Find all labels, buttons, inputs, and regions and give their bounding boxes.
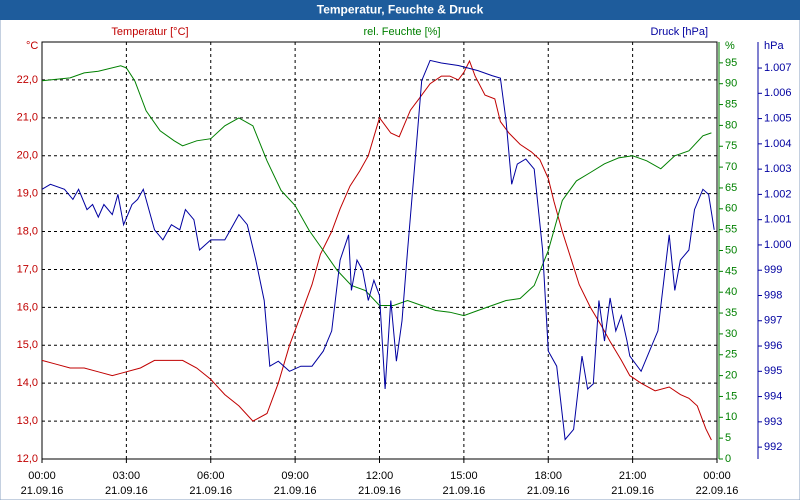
x-tick-label: 15:00 xyxy=(450,470,478,482)
y-tick-label: 13,0 xyxy=(17,415,38,427)
y2-tick-label: 60 xyxy=(725,203,737,215)
y-tick-label: 15,0 xyxy=(17,339,38,351)
y-tick-label: 16,0 xyxy=(17,301,38,313)
y2-tick-label: 75 xyxy=(725,140,737,152)
y3-tick-label: 999 xyxy=(764,264,782,276)
y3-tick-label: 993 xyxy=(764,416,782,428)
y-tick-label: 20,0 xyxy=(17,150,38,162)
y-tick-label: 18,0 xyxy=(17,225,38,237)
x-tick-label: 18:00 xyxy=(534,470,562,482)
y2-tick-label: 95 xyxy=(725,57,737,69)
y3-tick-label: 1.002 xyxy=(764,188,792,200)
y-tick-label: 12,0 xyxy=(17,453,38,465)
y3-axis-unit: hPa xyxy=(764,40,784,52)
y3-tick-label: 1.000 xyxy=(764,239,792,251)
y-axis-unit: °C xyxy=(26,40,38,52)
y2-axis-unit: % xyxy=(725,40,735,52)
x-tick-date: 21.09.16 xyxy=(442,485,485,497)
y2-tick-label: 55 xyxy=(725,224,737,236)
x-tick-date: 21.09.16 xyxy=(189,485,232,497)
y3-tick-label: 1.007 xyxy=(764,62,792,74)
y-tick-label: 19,0 xyxy=(17,188,38,200)
y2-tick-label: 90 xyxy=(725,78,737,90)
y2-tick-label: 10 xyxy=(725,411,737,423)
y3-tick-label: 992 xyxy=(764,441,782,453)
x-tick-label: 06:00 xyxy=(197,470,225,482)
x-tick-date: 21.09.16 xyxy=(21,485,64,497)
y2-tick-label: 20 xyxy=(725,370,737,382)
x-tick-date: 21.09.16 xyxy=(274,485,317,497)
y3-tick-label: 998 xyxy=(764,289,782,301)
y3-tick-label: 1.004 xyxy=(764,138,792,150)
y3-tick-label: 1.001 xyxy=(764,214,792,226)
title-bar xyxy=(0,0,800,20)
y2-tick-label: 0 xyxy=(725,453,731,465)
legend-entry: rel. Feuchte [%] xyxy=(363,26,440,38)
y2-tick-label: 40 xyxy=(725,286,737,298)
y2-tick-label: 70 xyxy=(725,161,737,173)
x-tick-label: 12:00 xyxy=(366,470,394,482)
y2-tick-label: 65 xyxy=(725,182,737,194)
y3-tick-label: 995 xyxy=(764,365,782,377)
y2-tick-label: 30 xyxy=(725,328,737,340)
plot-area xyxy=(41,41,718,460)
y2-tick-label: 80 xyxy=(725,119,737,131)
y3-tick-label: 996 xyxy=(764,340,782,352)
x-tick-label: 03:00 xyxy=(113,470,141,482)
y3-tick-label: 1.006 xyxy=(764,87,792,99)
y2-tick-label: 5 xyxy=(725,432,731,444)
x-tick-date: 21.09.16 xyxy=(527,485,570,497)
y3-tick-label: 1.003 xyxy=(764,163,792,175)
x-tick-date: 21.09.16 xyxy=(358,485,401,497)
x-tick-label: 00:00 xyxy=(703,470,731,482)
y3-tick-label: 997 xyxy=(764,315,782,327)
y-tick-label: 22,0 xyxy=(17,74,38,86)
x-tick-date: 21.09.16 xyxy=(105,485,148,497)
legend-entry: Temperatur [°C] xyxy=(111,26,188,38)
y2-tick-label: 25 xyxy=(725,349,737,361)
y-tick-label: 21,0 xyxy=(17,112,38,124)
series-line xyxy=(41,65,712,317)
y2-tick-label: 85 xyxy=(725,98,737,110)
y3-tick-label: 994 xyxy=(764,390,782,402)
x-tick-date: 22.09.16 xyxy=(696,485,739,497)
x-tick-label: 00:00 xyxy=(28,470,56,482)
y2-tick-label: 50 xyxy=(725,244,737,256)
y2-tick-label: 35 xyxy=(725,307,737,319)
y-tick-label: 17,0 xyxy=(17,263,38,275)
y-tick-label: 14,0 xyxy=(17,377,38,389)
y2-tick-label: 45 xyxy=(725,265,737,277)
legend-entry: Druck [hPa] xyxy=(651,26,708,38)
x-tick-label: 09:00 xyxy=(281,470,309,482)
chart-title: Temperatur, Feuchte & Druck xyxy=(317,3,484,17)
y2-tick-label: 15 xyxy=(725,390,737,402)
x-tick-label: 21:00 xyxy=(619,470,647,482)
y3-tick-label: 1.005 xyxy=(764,112,792,124)
x-tick-date: 21.09.16 xyxy=(611,485,654,497)
series-line xyxy=(41,59,715,441)
